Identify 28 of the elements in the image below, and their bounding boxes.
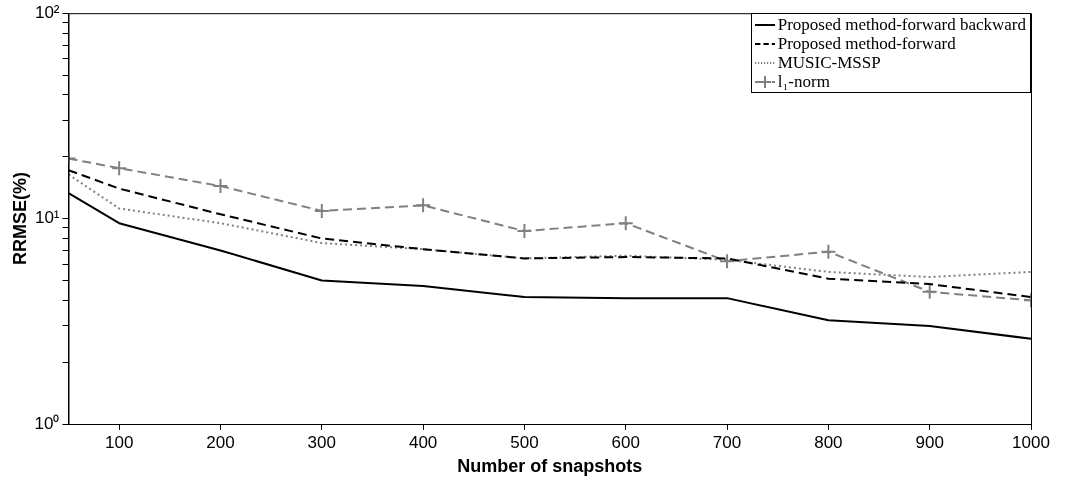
legend-label: Proposed method-forward backward bbox=[777, 15, 1026, 35]
x-tick-label: 500 bbox=[510, 432, 539, 452]
x-tick-label: 400 bbox=[408, 432, 438, 452]
x-axis-title: Number of snapshots bbox=[457, 456, 643, 477]
point bbox=[921, 283, 938, 300]
point bbox=[111, 160, 128, 177]
point bbox=[415, 197, 432, 214]
point bbox=[516, 223, 533, 240]
y-tick-label: 10¹ bbox=[34, 208, 60, 228]
point bbox=[617, 215, 634, 232]
y-tick-label: 10⁰ bbox=[34, 413, 60, 433]
point bbox=[212, 178, 229, 195]
y-tick-label: 10² bbox=[34, 2, 60, 22]
legend-label: Proposed method-forward bbox=[777, 34, 956, 54]
x-tick-label: 1000 bbox=[1012, 432, 1050, 452]
x-tick-label: 200 bbox=[206, 432, 235, 452]
x-tick-label: 300 bbox=[307, 432, 336, 452]
x-tick-label: 600 bbox=[611, 432, 640, 452]
point bbox=[719, 253, 736, 270]
point bbox=[820, 243, 837, 260]
x-tick-label: 100 bbox=[104, 432, 134, 452]
x-tick-label: 700 bbox=[712, 432, 742, 452]
x-tick-label: 800 bbox=[814, 432, 843, 452]
x-tick-label: 900 bbox=[915, 432, 944, 452]
point bbox=[313, 202, 330, 219]
y-axis-title: RRMSE(%) bbox=[9, 172, 30, 266]
legend-label: MUSIC-MSSP bbox=[777, 53, 881, 73]
legend-label: l₁-norm bbox=[777, 72, 830, 92]
